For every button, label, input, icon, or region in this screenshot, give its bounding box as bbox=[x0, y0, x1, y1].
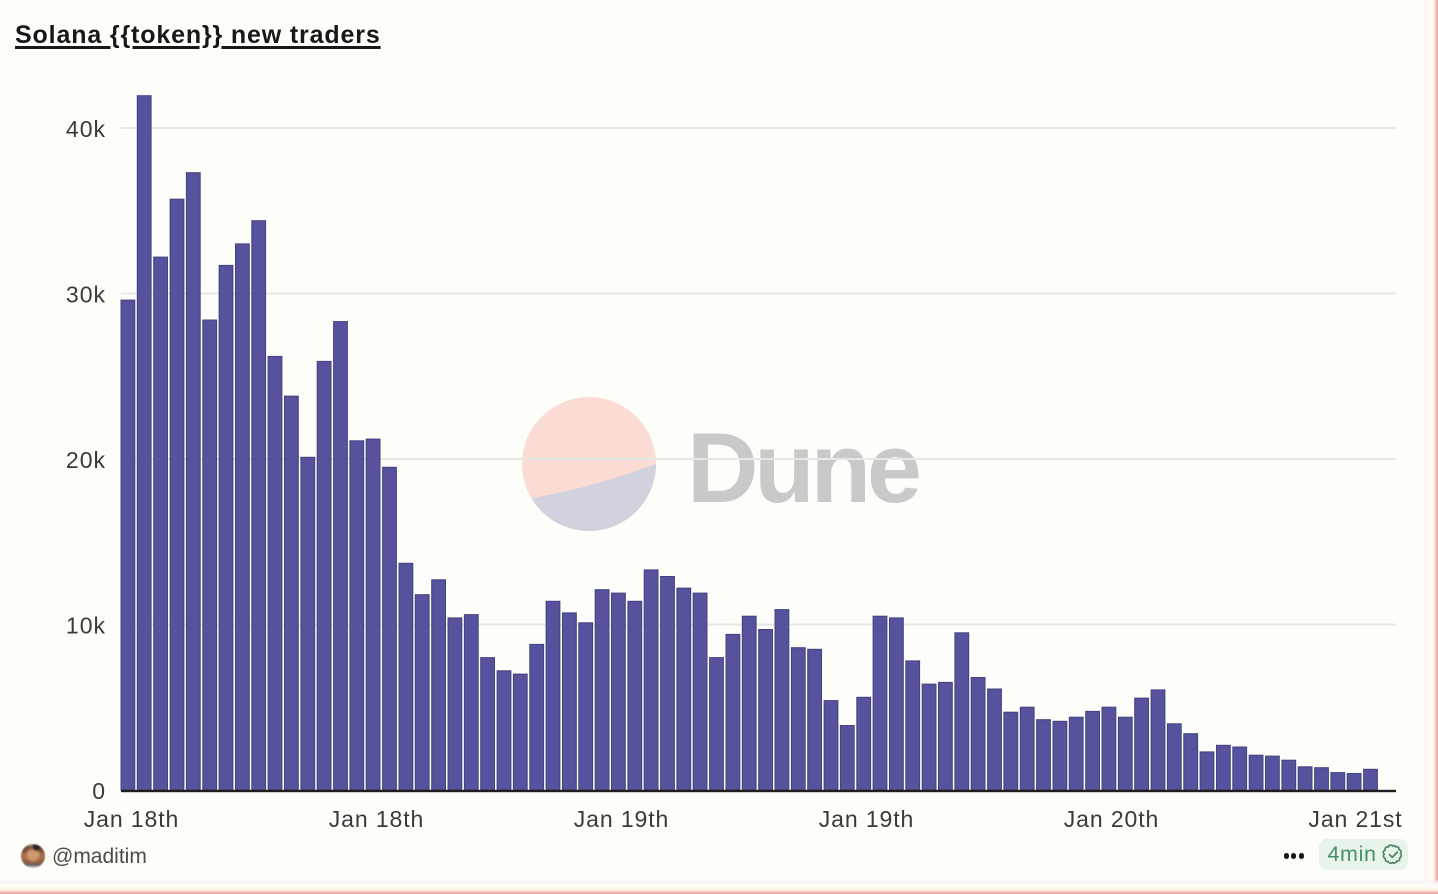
svg-text:20k: 20k bbox=[66, 447, 106, 473]
svg-text:30k: 30k bbox=[66, 282, 106, 308]
svg-text:0: 0 bbox=[92, 778, 106, 804]
svg-text:Jan 19th: Jan 19th bbox=[574, 806, 669, 832]
svg-text:Jan 21st: Jan 21st bbox=[1308, 806, 1402, 832]
svg-text:Jan 20th: Jan 20th bbox=[1064, 806, 1159, 832]
svg-text:40k: 40k bbox=[66, 116, 106, 142]
svg-text:Jan 18th: Jan 18th bbox=[329, 806, 424, 832]
svg-text:Jan 19th: Jan 19th bbox=[819, 806, 914, 832]
svg-text:Dune: Dune bbox=[687, 412, 919, 523]
svg-text:10k: 10k bbox=[66, 613, 106, 639]
svg-text:Jan 18th: Jan 18th bbox=[84, 806, 179, 832]
